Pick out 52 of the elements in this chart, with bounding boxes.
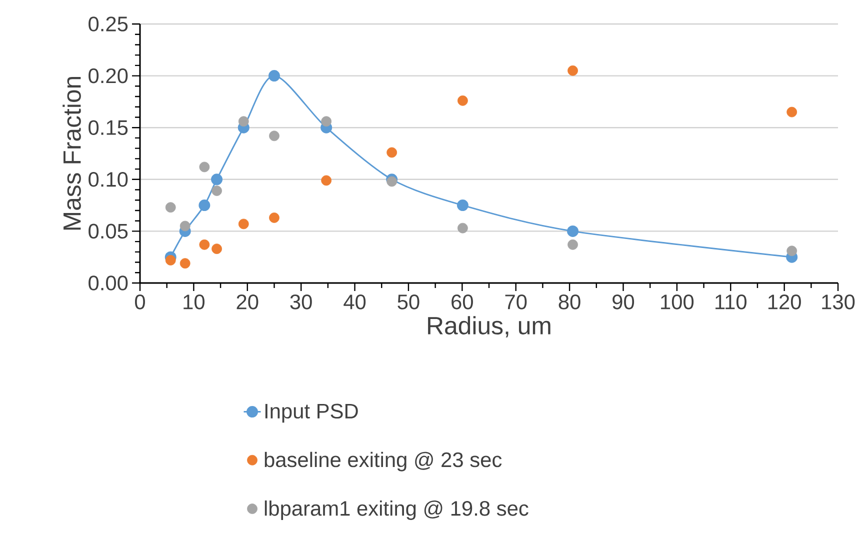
y-tick-label: 0.15 <box>88 120 128 136</box>
point <box>238 218 249 230</box>
x-tick-label: 110 <box>716 294 746 310</box>
point <box>268 70 280 82</box>
point <box>269 130 280 142</box>
point <box>386 147 398 158</box>
point <box>786 246 798 256</box>
y-axis-title: Mass Fraction <box>62 76 81 230</box>
point <box>568 239 578 250</box>
x-tick-label: 90 <box>612 294 634 310</box>
point <box>457 95 468 106</box>
x-tick-label: 120 <box>768 294 801 310</box>
point <box>180 220 190 232</box>
point <box>386 176 398 187</box>
point <box>321 116 332 127</box>
x-tick-label: 40 <box>344 294 366 310</box>
x-tick-label: 130 <box>822 294 855 310</box>
point <box>568 65 578 76</box>
y-tick-label: 0.20 <box>88 68 128 84</box>
legend-label: Input PSD <box>265 404 358 423</box>
x-tick-label: 30 <box>290 294 312 310</box>
legend-label: baseline exiting @ 23 sec <box>264 452 502 472</box>
point <box>211 174 223 186</box>
point <box>165 255 176 266</box>
x-axis-title: Radius, um <box>428 316 550 338</box>
point <box>212 244 222 254</box>
point <box>198 200 210 212</box>
y-tick-label: 0.05 <box>88 224 128 239</box>
point <box>269 212 280 223</box>
y-tick-label: 0.25 <box>88 16 128 32</box>
point <box>199 239 210 250</box>
x-tick-label: 50 <box>398 294 420 310</box>
x-tick-label: 100 <box>661 294 694 310</box>
x-tick-label: 10 <box>184 294 205 310</box>
point <box>321 175 332 186</box>
x-tick-label: 80 <box>558 294 580 310</box>
point <box>786 106 798 118</box>
y-tick-label: 0.00 <box>88 276 128 290</box>
point <box>199 162 210 172</box>
point <box>238 116 249 127</box>
point <box>180 258 190 269</box>
x-tick-label: 60 <box>452 294 473 310</box>
point <box>165 202 176 213</box>
point <box>567 225 579 237</box>
point <box>456 200 468 212</box>
x-tick-label: 20 <box>236 294 258 310</box>
legend-label: lbparam1 exiting @ 19.8 sec <box>264 500 528 520</box>
x-tick-label: 0 <box>134 294 145 310</box>
y-tick-label: 0.10 <box>88 172 128 187</box>
point <box>212 186 222 196</box>
x-tick-label: 70 <box>505 294 527 310</box>
point <box>457 222 468 234</box>
